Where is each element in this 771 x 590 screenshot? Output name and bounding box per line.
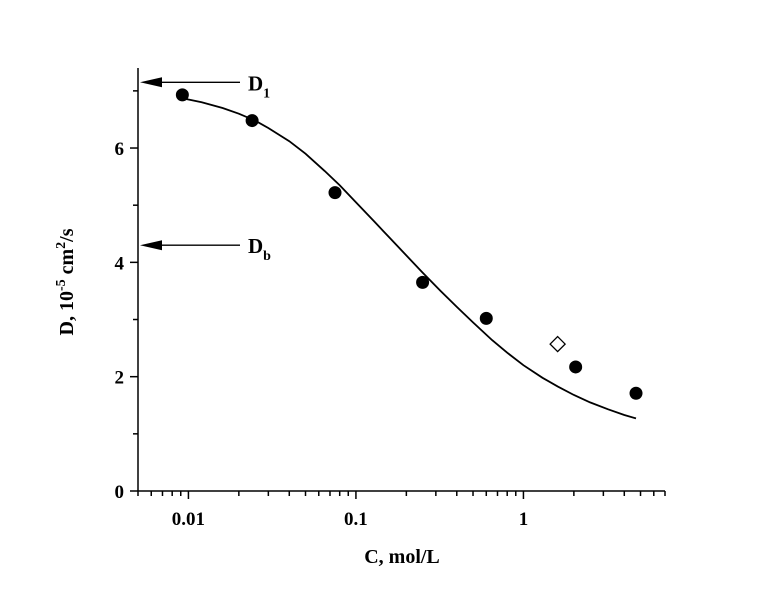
y-tick-label: 6 (115, 139, 125, 160)
y-axis-title: D, 10-5 cm2/s (54, 228, 78, 335)
data-point (175, 88, 189, 102)
data-point (479, 311, 493, 325)
data-point-open-diamond (549, 335, 567, 353)
data-point (245, 114, 259, 128)
data-point (629, 386, 643, 400)
data-point (328, 186, 342, 200)
annotation-label-main: D (248, 234, 263, 258)
y-tick-label: 0 (115, 482, 125, 503)
data-point (569, 360, 583, 374)
y-axis-title-suffix: /s (56, 228, 78, 243)
annotation-arrow-head (140, 240, 162, 251)
annotation-label: D1 (248, 71, 270, 101)
x-tick-label: 0.01 (172, 509, 205, 530)
y-axis-title-mid: cm (56, 249, 78, 280)
annotation-label-main: D (248, 71, 263, 95)
y-axis-title-exp2: 2 (54, 242, 69, 249)
x-axis-ticks: 0.01 0.1 1 (137, 491, 666, 530)
x-axis-title: C, mol/L (364, 546, 440, 568)
y-axis-title-prefix: D, 10 (56, 291, 78, 335)
y-tick-label: 2 (115, 368, 125, 389)
y-axis-ticks: 0 2 4 6 (115, 90, 138, 503)
x-tick-label: 0.1 (344, 509, 368, 530)
annotation-arrow-head (140, 77, 162, 88)
x-tick-label: 1 (519, 509, 529, 530)
y-tick-label: 4 (115, 253, 125, 274)
data-points (175, 88, 643, 400)
fit-curve (182, 97, 637, 420)
data-point (416, 275, 430, 289)
annotation-label-sub: 1 (263, 86, 270, 101)
annotation-label: Db (248, 234, 271, 264)
y-axis-title-exp1: -5 (54, 279, 69, 291)
annotation-label-sub: b (263, 249, 271, 264)
